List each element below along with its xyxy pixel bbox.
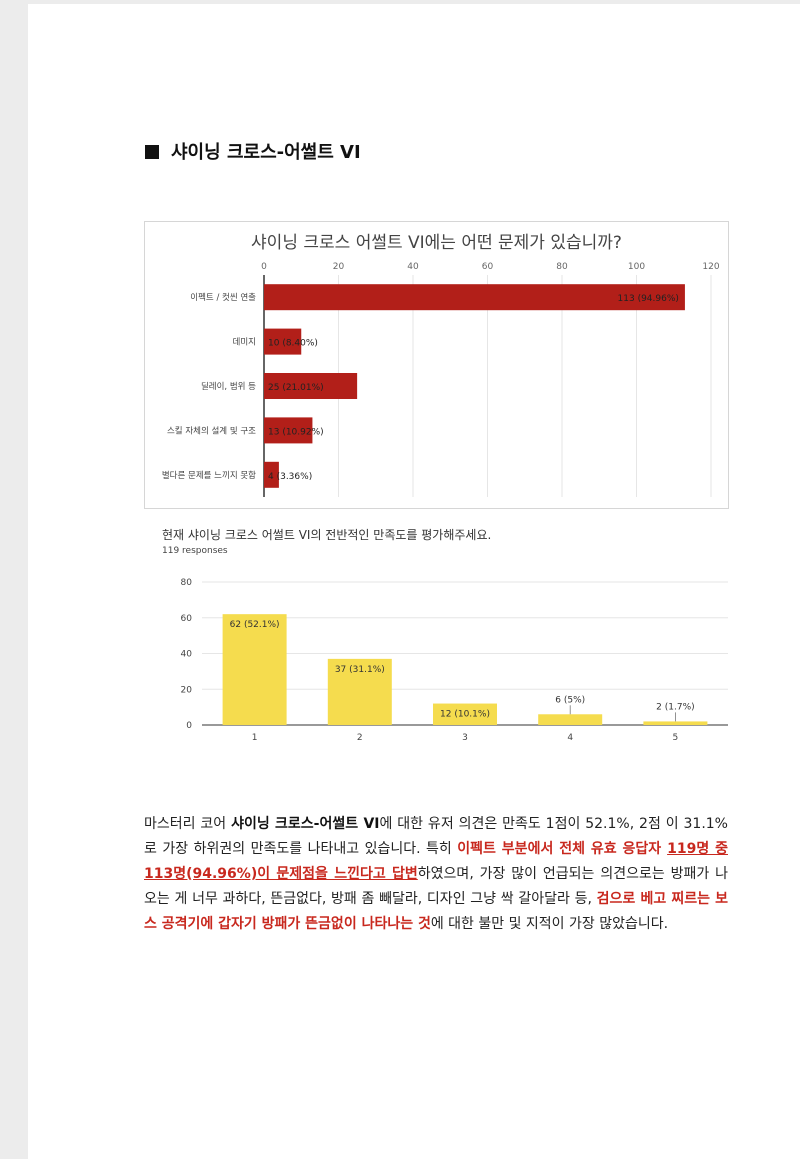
- para-skill-name: 샤이닝 크로스-어썰트 VI: [231, 816, 380, 832]
- data-label: 62 (52.1%): [230, 620, 280, 630]
- para-highlight: 이펙트 부분에서 전체 유효 응답자: [457, 841, 668, 857]
- x-tick-label: 100: [628, 262, 645, 272]
- para-text: 마스터리 코어: [144, 816, 232, 832]
- summary-paragraph: 마스터리 코어 샤이닝 크로스-어썰트 VI에 대한 유저 의견은 만족도 1점…: [144, 812, 728, 937]
- satisfaction-chart-title: 현재 샤이닝 크로스 어썰트 VI의 전반적인 만족도를 평가해주세요.: [162, 528, 492, 542]
- category-label: 이펙트 / 컷씬 연출: [190, 292, 256, 303]
- x-tick-label: 5: [673, 733, 679, 743]
- para-highlight: 검으로 베고 찌르는 보스 공격기에 갑자기 방패가 뜬금없이 나타나는 것: [144, 891, 729, 932]
- x-tick-label: 40: [407, 262, 419, 272]
- x-tick-label: 120: [702, 262, 719, 272]
- data-label: 4 (3.36%): [268, 472, 312, 482]
- data-label: 37 (31.1%): [335, 665, 385, 675]
- problem-chart: 샤이닝 크로스 어썰트 VI에는 어떤 문제가 있습니까? 0 20 40 60 80 1…: [144, 221, 729, 509]
- bar: [538, 714, 603, 725]
- section-heading: 샤이닝 크로스-어썰트 VI: [145, 138, 361, 164]
- x-tick-label: 1: [252, 733, 258, 743]
- para-text: 에 대한 불만 및 지적이 가장 많았습니다.: [430, 916, 669, 932]
- data-label: 10 (8.40%): [268, 339, 318, 349]
- category-label: 딜레이, 범위 등: [201, 381, 256, 392]
- data-label: 25 (21.01%): [268, 383, 324, 393]
- bar: [433, 703, 497, 725]
- data-label: 6 (5%): [555, 695, 585, 705]
- y-tick-label: 60: [181, 614, 193, 624]
- bar: [264, 461, 279, 488]
- problem-chart-plot: 0 20 40 60 80 100 120 이펙트 / 컷씬 연출 113 (94.96%) 데미…: [162, 262, 720, 497]
- category-label: 별다른 문제를 느끼지 못함: [162, 470, 256, 481]
- problem-chart-title: 샤이닝 크로스 어썰트 VI에는 어떤 문제가 있습니까?: [251, 233, 622, 253]
- bar: [264, 328, 302, 355]
- satisfaction-chart-responses: 119 responses: [162, 546, 228, 556]
- x-tick-label: 60: [482, 262, 494, 272]
- section-heading-text: 샤이닝 크로스-어썰트 VI: [171, 142, 361, 163]
- satisfaction-chart-plot: 0 20 40 60 80 1 62 (52.1%) 2 37 (31.1%) 3 12 (10.1…: [181, 578, 728, 743]
- x-tick-label: 4: [567, 733, 573, 743]
- data-label: 12 (10.1%): [440, 710, 490, 720]
- square-bullet-icon: [145, 145, 159, 159]
- data-label: 13 (10.92%): [268, 427, 324, 437]
- bar: [264, 417, 313, 444]
- category-label: 스킬 자체의 설계 및 구조: [167, 425, 256, 436]
- x-tick-label: 2: [357, 733, 363, 743]
- y-tick-label: 0: [186, 721, 192, 731]
- bar: [327, 658, 392, 725]
- y-tick-label: 80: [181, 578, 193, 588]
- x-tick-label: 0: [261, 262, 267, 272]
- para-highlight-underlined: 119명 중 113명(94.96%)이 문제점을 느낀다고 답변: [144, 841, 728, 882]
- bar: [222, 614, 287, 725]
- x-tick-label: 20: [333, 262, 345, 272]
- bar: [264, 284, 685, 311]
- y-tick-label: 40: [181, 650, 193, 660]
- x-tick-label: 80: [556, 262, 568, 272]
- category-label: 데미지: [233, 338, 256, 348]
- para-text: 에 대한 유저 의견은 만족도 1점이 52.1%, 2점 이 31.1%로 가…: [144, 816, 728, 857]
- bar: [643, 721, 708, 725]
- y-tick-label: 20: [181, 685, 193, 695]
- data-label: 113 (94.96%): [618, 294, 679, 304]
- para-text: 하였으며, 가장 많이 언급되는 의견으로는 방패가 나오는 게 너무 과하다,…: [144, 866, 728, 907]
- data-label: 2 (1.7%): [656, 702, 694, 712]
- x-tick-label: 3: [462, 733, 468, 743]
- bar: [264, 373, 358, 399]
